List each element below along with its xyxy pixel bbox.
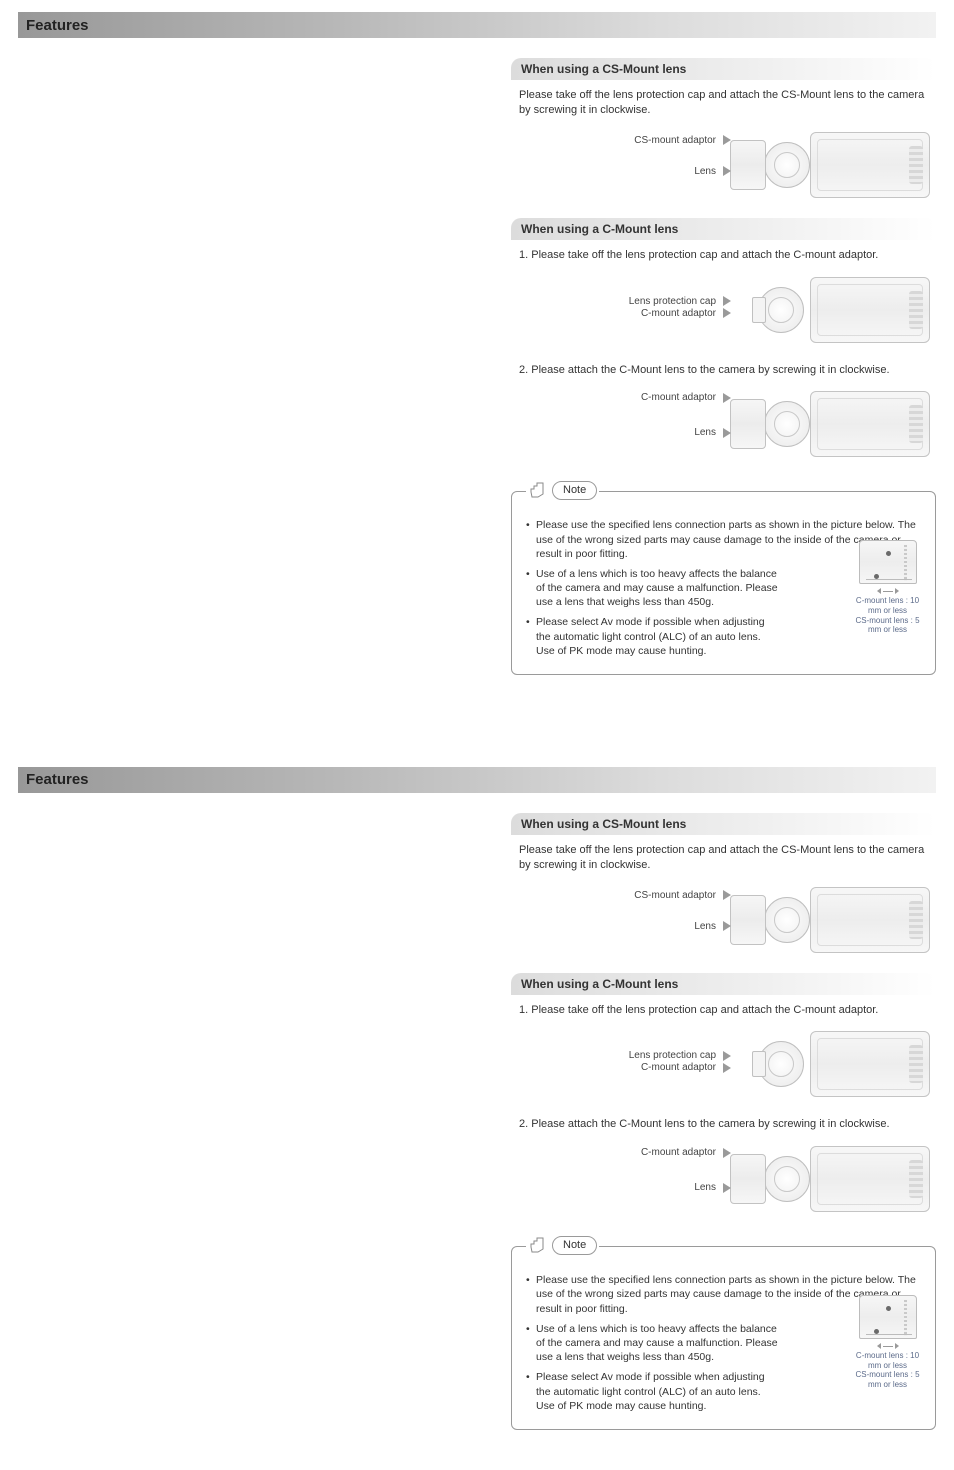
note-box: Note Please use the specified lens conne… (511, 491, 936, 675)
features-page-1: Features When using a CS-Mount lens Plea… (0, 0, 954, 715)
mount-caption-1: C-mount lens : 10 mm or less (850, 1351, 925, 1370)
cap-rect-icon (752, 297, 766, 323)
c-mount-heading: When using a C-Mount lens (511, 973, 936, 995)
mount-icon (859, 540, 917, 584)
c-labels-1: Lens protection cap C-mount adaptor (591, 1049, 731, 1074)
mount-dimension-figure: C-mount lens : 10 mm or less CS-mount le… (850, 1295, 925, 1389)
c-labels-2: C-mount adaptor Lens (591, 391, 731, 439)
lens-ring-icon (764, 142, 810, 188)
camera-body-icon (810, 1146, 930, 1212)
note-label: Note (552, 1236, 597, 1255)
camera-body-icon (810, 1031, 930, 1097)
note-label: Note (552, 481, 597, 500)
lens-slab-icon (730, 140, 766, 190)
features-header: Features (18, 767, 936, 793)
cs-mount-text: Please take off the lens protection cap … (511, 835, 936, 881)
camera-body-icon (810, 391, 930, 457)
features-header: Features (18, 12, 936, 38)
right-column: When using a CS-Mount lens Please take o… (511, 813, 936, 1430)
c-mount-step2: 2. Please attach the C-Mount lens to the… (511, 1109, 936, 1140)
c-mount-diagram-2: C-mount adaptor Lens (511, 385, 936, 477)
hand-point-icon (528, 1235, 548, 1255)
cs-labels: CS-mount adaptor Lens (591, 889, 731, 933)
c-mount-group: When using a C-Mount lens 1. Please take… (511, 218, 936, 478)
c-mount-diagram-1: Lens protection cap C-mount adaptor (511, 271, 936, 349)
cs-mount-heading: When using a CS-Mount lens (511, 58, 936, 80)
cs-mount-group: When using a CS-Mount lens Please take o… (511, 58, 936, 204)
c-mount-group: When using a C-Mount lens 1. Please take… (511, 973, 936, 1233)
c-mount-step1: 1. Please take off the lens protection c… (511, 240, 936, 271)
camera-body-icon (810, 887, 930, 953)
c-mount-step1: 1. Please take off the lens protection c… (511, 995, 936, 1026)
lens-ring-icon (764, 401, 810, 447)
c-mount-diagram-2: C-mount adaptor Lens (511, 1140, 936, 1232)
mount-caption-1: C-mount lens : 10 mm or less (850, 596, 925, 615)
features-title: Features (26, 771, 89, 788)
c-labels-2: C-mount adaptor Lens (591, 1146, 731, 1194)
camera-body-icon (810, 277, 930, 343)
lens-slab-icon (730, 399, 766, 449)
cap-rect-icon (752, 1051, 766, 1077)
c-mount-heading: When using a C-Mount lens (511, 218, 936, 240)
c-labels-1: Lens protection cap C-mount adaptor (591, 295, 731, 320)
cs-mount-heading: When using a CS-Mount lens (511, 813, 936, 835)
cs-mount-group: When using a CS-Mount lens Please take o… (511, 813, 936, 959)
note-box: Note Please use the specified lens conne… (511, 1246, 936, 1430)
lens-slab-icon (730, 895, 766, 945)
right-column: When using a CS-Mount lens Please take o… (511, 58, 936, 675)
mount-caption-2: CS-mount lens : 5 mm or less (850, 1370, 925, 1389)
c-mount-step2: 2. Please attach the C-Mount lens to the… (511, 355, 936, 386)
mount-dimension-figure: C-mount lens : 10 mm or less CS-mount le… (850, 540, 925, 634)
cs-mount-text: Please take off the lens protection cap … (511, 80, 936, 126)
mount-icon (859, 1295, 917, 1339)
camera-body-icon (810, 132, 930, 198)
cs-mount-diagram: CS-mount adaptor Lens (511, 126, 936, 204)
features-page-2: Features When using a CS-Mount lens Plea… (0, 755, 954, 1470)
lens-ring-icon (764, 897, 810, 943)
mount-caption-2: CS-mount lens : 5 mm or less (850, 616, 925, 635)
note-badge: Note (526, 1235, 599, 1255)
cs-labels: CS-mount adaptor Lens (591, 134, 731, 178)
hand-point-icon (528, 480, 548, 500)
cs-mount-diagram: CS-mount adaptor Lens (511, 881, 936, 959)
c-mount-diagram-1: Lens protection cap C-mount adaptor (511, 1025, 936, 1103)
lens-ring-icon (764, 1156, 810, 1202)
note-badge: Note (526, 480, 599, 500)
features-title: Features (26, 17, 89, 34)
lens-slab-icon (730, 1154, 766, 1204)
